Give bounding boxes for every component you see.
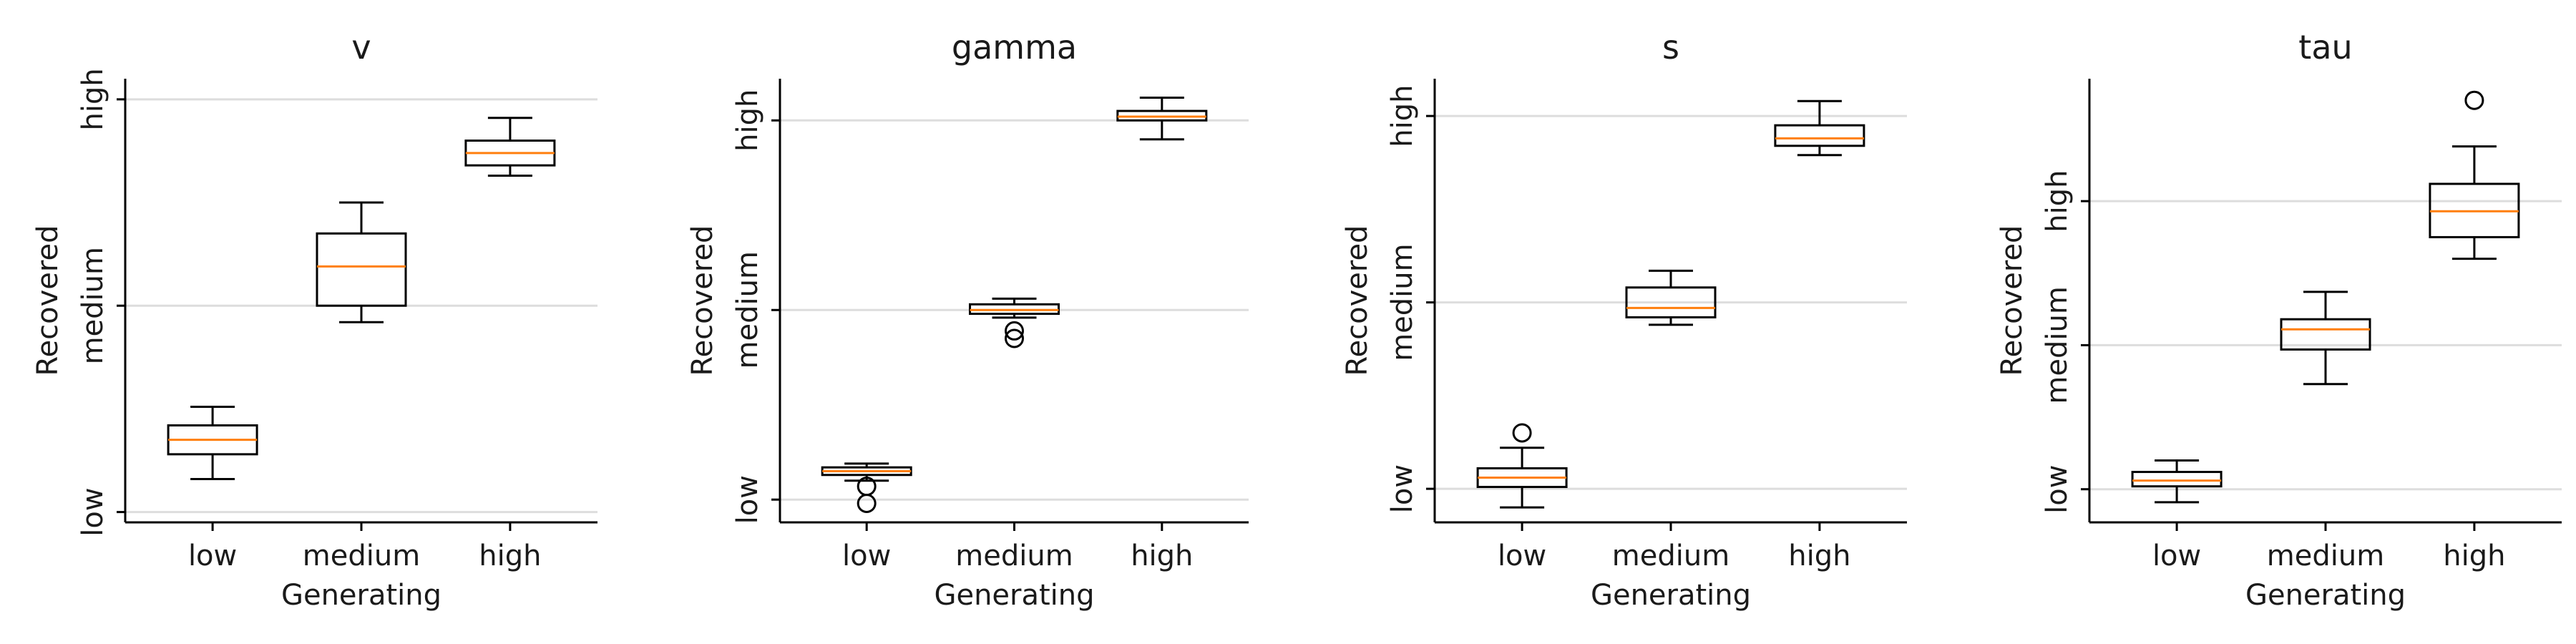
box-medium (969, 297, 1060, 348)
y-tick-label: low (731, 475, 764, 524)
y-axis-label: Recovered (686, 225, 719, 376)
y-tick-label: high (731, 89, 764, 152)
chart-panel-v: low medium high low medium high v Generating Rec… (31, 28, 597, 612)
chart-panel-gamma: low medium high low medium high gamma Generatin… (686, 28, 1249, 612)
box-medium (2280, 291, 2371, 386)
x-tick-label: high (1788, 540, 1850, 572)
x-tick-label: medium (2267, 540, 2384, 572)
panel-title: v (351, 28, 371, 67)
box-low (821, 462, 912, 514)
outlier-point (1512, 423, 1532, 443)
box-low (1476, 423, 1568, 509)
x-tick-label: medium (1612, 540, 1729, 572)
y-tick-label: medium (731, 251, 764, 369)
y-tick-label: high (1386, 84, 1419, 147)
box-medium (316, 201, 407, 323)
x-tick-label: low (188, 540, 237, 572)
y-tick-label: low (1386, 464, 1419, 513)
x-tick-label: medium (955, 540, 1073, 572)
y-tick-label: low (2041, 465, 2074, 514)
x-axis-label: Generating (1591, 579, 1751, 612)
x-tick-label: high (2443, 540, 2505, 572)
x-tick-label: high (1131, 540, 1193, 572)
x-tick-label: low (842, 540, 891, 572)
outlier-point (1005, 328, 1024, 348)
x-tick-label: low (2152, 540, 2201, 572)
x-tick-label: low (1498, 540, 1546, 572)
x-axis-label: Generating (281, 579, 441, 612)
outlier-point (1005, 321, 1024, 341)
y-tick-label: medium (77, 247, 109, 364)
x-axis-label: Generating (934, 579, 1094, 612)
y-tick-label: high (2041, 170, 2074, 232)
outlier-point (2464, 90, 2484, 110)
y-axis-label: Recovered (1996, 225, 2029, 376)
box-body (1774, 124, 1865, 147)
box-body (1625, 286, 1717, 318)
panel-title: s (1662, 28, 1679, 67)
y-tick-label: low (77, 487, 109, 536)
box-high (1774, 99, 1865, 157)
outlier-point (857, 494, 877, 514)
box-medium (1625, 269, 1717, 326)
chart-panel-s: low medium high low medium high s Generating Rec… (1341, 28, 1907, 612)
y-axis-label: Recovered (31, 225, 64, 376)
box-low (167, 406, 258, 480)
box-body (2280, 318, 2371, 351)
x-tick-label: medium (303, 540, 420, 572)
panel-title: gamma (952, 28, 1077, 67)
panel-title: tau (2298, 28, 2352, 67)
box-high (1116, 96, 1208, 141)
x-tick-label: high (479, 540, 541, 572)
x-axis-label: Generating (2245, 579, 2406, 612)
box-high (2429, 90, 2520, 260)
chart-panel-tau: low medium high low medium high tau Generating R… (1996, 28, 2562, 612)
box-low (2131, 459, 2223, 504)
box-body (2131, 471, 2223, 488)
y-tick-label: high (77, 68, 109, 130)
y-tick-label: medium (1386, 243, 1419, 361)
box-body (316, 232, 407, 307)
box-high (464, 117, 556, 177)
y-tick-label: medium (2041, 286, 2074, 404)
y-axis-label: Recovered (1341, 225, 1374, 376)
